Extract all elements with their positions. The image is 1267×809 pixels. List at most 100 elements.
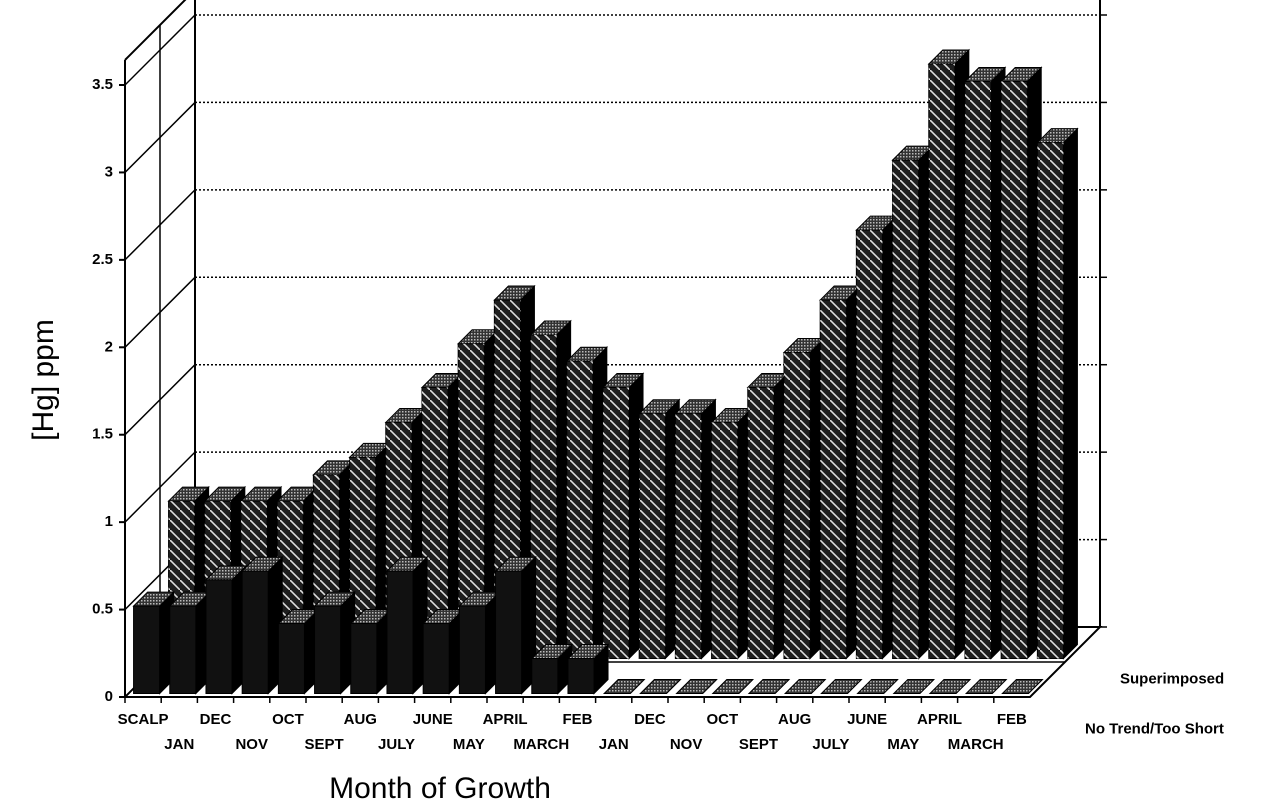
bar-hatch [892, 160, 919, 659]
x-tick-label: JAN [164, 736, 194, 753]
x-tick-label: APRIL [917, 711, 962, 728]
bar [674, 398, 717, 660]
x-tick-label: DEC [634, 711, 666, 728]
bar-hatch [639, 413, 666, 659]
bar [820, 679, 863, 694]
bar-front [567, 658, 595, 694]
bar [783, 679, 827, 694]
bar [782, 337, 826, 660]
bar [675, 679, 718, 694]
bar [277, 608, 320, 695]
bar-hatch [820, 300, 847, 659]
x-tick-label: JAN [599, 736, 629, 753]
bar [421, 608, 465, 695]
bar [747, 679, 791, 694]
x-tick-label: MARCH [948, 736, 1004, 753]
bar-front [386, 570, 414, 694]
left-wall-tick [124, 276, 196, 348]
x-tick-label: SEPT [739, 736, 778, 753]
x-tick-label: DEC [200, 711, 232, 728]
bar [639, 679, 682, 694]
bar [385, 555, 429, 695]
bar [349, 608, 393, 695]
bar-hatch [1037, 142, 1064, 659]
bar-hatch [964, 81, 992, 659]
bar-front [205, 579, 233, 694]
bar-top [602, 679, 646, 694]
x-tick-label: AUG [344, 711, 377, 728]
bar-hatch [602, 387, 630, 659]
legend-label: No Trend/Too Short [1085, 720, 1224, 737]
y-tick-label: 0.5 [92, 601, 113, 618]
bar [494, 555, 537, 695]
y-tick-label: 1.5 [92, 426, 113, 443]
bar [637, 398, 681, 660]
x-tick-label: AUG [778, 711, 811, 728]
bar-top [783, 679, 827, 694]
bar-hatch [566, 361, 593, 659]
bar-front [458, 605, 486, 694]
x-tick-label: NOV [670, 736, 703, 753]
bar-front [169, 605, 197, 694]
bar [818, 284, 862, 660]
x-tick-label: APRIL [483, 711, 528, 728]
bar-top [856, 679, 899, 694]
x-tick-label: JUNE [413, 711, 453, 728]
bar-hatch [856, 230, 883, 659]
y-tick-label: 2 [105, 338, 113, 355]
bar-hatch [783, 352, 811, 659]
x-tick-label: MAY [887, 736, 919, 753]
y-tick-label: 0 [105, 688, 113, 705]
bar-side [1062, 127, 1078, 660]
bar [566, 643, 610, 695]
bar [529, 319, 572, 660]
bar-hatch [928, 63, 955, 659]
y-tick-label: 1 [105, 513, 113, 530]
x-tick-label: SEPT [305, 736, 344, 753]
bar-top [964, 679, 1008, 694]
bar [746, 372, 790, 660]
bar-top [639, 679, 682, 694]
bar [1036, 127, 1079, 660]
y-tick-label: 3 [105, 163, 113, 180]
y-tick-label: 2.5 [92, 251, 113, 268]
bar-top [820, 679, 863, 694]
bar [458, 590, 501, 695]
bar [964, 679, 1008, 694]
bar [928, 679, 972, 694]
x-tick-label: MAY [453, 736, 485, 753]
left-wall-tick [124, 14, 196, 86]
left-wall-tick [124, 364, 196, 436]
bar [168, 590, 212, 695]
bar [855, 214, 898, 660]
bar [132, 590, 175, 695]
x-tick-label: NOV [235, 736, 268, 753]
bar [710, 407, 753, 660]
x-tick-label: JULY [378, 736, 415, 753]
bar-hatch [747, 387, 774, 659]
bar [565, 346, 609, 660]
bar-front [495, 570, 523, 694]
bar [891, 144, 934, 660]
bar-front [241, 570, 269, 694]
x-tick-label: JUNE [847, 711, 887, 728]
bar [204, 564, 248, 695]
left-wall-tick [124, 451, 196, 523]
bar-hatch [1001, 81, 1028, 659]
bar-front [314, 605, 342, 694]
x-tick-label: OCT [706, 711, 738, 728]
bar [892, 679, 936, 694]
left-wall-tick [124, 101, 196, 173]
left-wall-tick [124, 189, 196, 261]
bar [240, 555, 284, 695]
bar-top [747, 679, 791, 694]
bar [856, 679, 899, 694]
bar-top [675, 679, 718, 694]
bar [1001, 679, 1044, 694]
bar [313, 590, 356, 695]
bar-front [133, 605, 161, 694]
bar-front [422, 623, 450, 694]
x-axis-title: Month of Growth [329, 772, 551, 805]
